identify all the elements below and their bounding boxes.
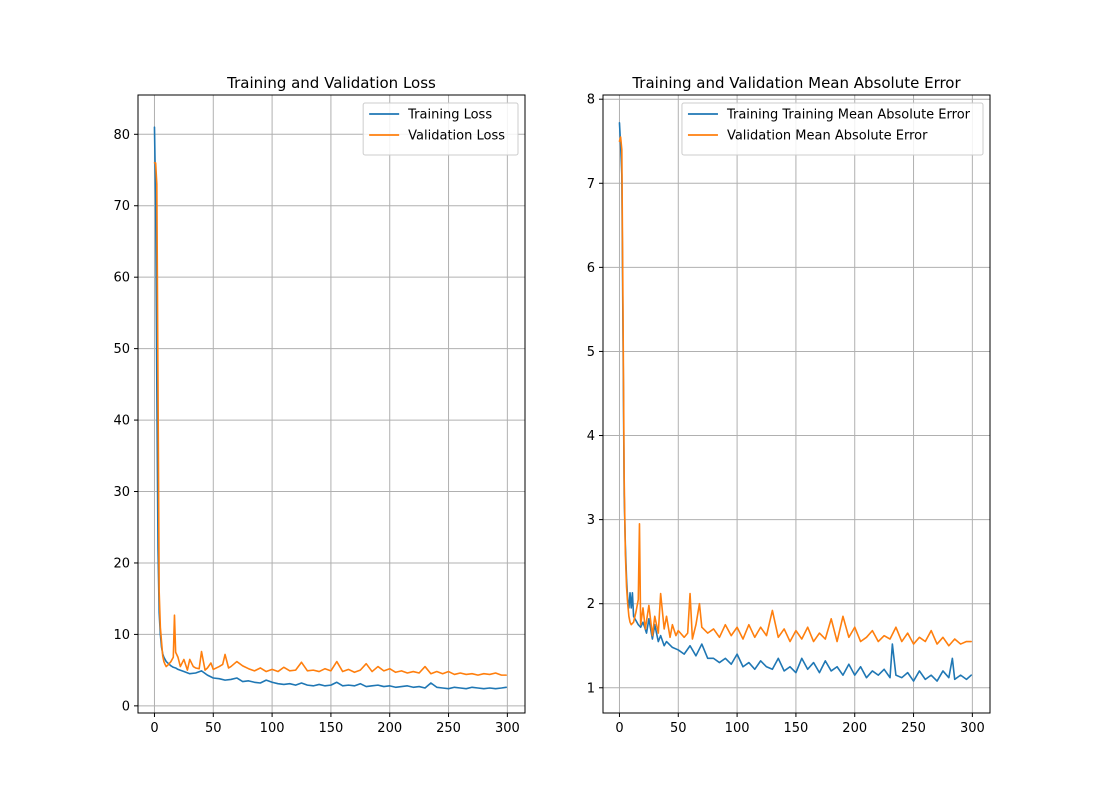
series-group (153, 126, 507, 690)
x-tick-label: 100 (725, 721, 750, 736)
y-tick-label: 60 (113, 271, 130, 286)
y-tick-label: 8 (587, 93, 595, 108)
x-tick-label: 150 (318, 721, 343, 736)
training-series-line (618, 121, 972, 682)
y-tick-label: 4 (587, 429, 595, 444)
legend-box (362, 102, 519, 156)
y-tick-label: 1 (587, 681, 595, 696)
y-tick-label: 2 (587, 597, 595, 612)
x-tick-label: 300 (495, 721, 520, 736)
x-tick-label: 300 (960, 721, 985, 736)
x-tick-label: 200 (842, 721, 867, 736)
y-tick-label: 10 (113, 628, 130, 643)
y-tick-label: 80 (113, 128, 130, 143)
x-tick-label: 100 (260, 721, 285, 736)
y-tick-label: 30 (113, 485, 130, 500)
y-tick-label: 6 (587, 261, 595, 276)
x-tick-label: 0 (615, 721, 623, 736)
y-tick-label: 0 (122, 699, 130, 714)
y-tick-label: 5 (587, 345, 595, 360)
x-axis: 0 50 100 150 200 250 300 (615, 713, 985, 736)
legend-entry-label: Training Loss (407, 108, 492, 123)
legend-entry-label: Validation Loss (408, 129, 505, 144)
y-tick-label: 50 (113, 342, 130, 357)
axes-frame (137, 94, 526, 714)
validation-series-line (618, 136, 972, 647)
series-group (618, 121, 972, 682)
x-tick-label: 200 (377, 721, 402, 736)
grid (138, 95, 525, 713)
x-tick-label: 0 (150, 721, 158, 736)
y-tick-label: 70 (113, 199, 130, 214)
legend-entry-label: Validation Mean Absolute Error (727, 129, 928, 144)
y-axis: 0 10 20 30 40 50 60 70 80 (113, 128, 138, 714)
x-tick-label: 150 (783, 721, 808, 736)
x-tick-label: 50 (205, 721, 222, 736)
validation-series-line (153, 162, 507, 676)
y-tick-label: 20 (113, 556, 130, 571)
x-tick-label: 50 (670, 721, 687, 736)
legend-entry-label: Training Training Mean Absolute Error (726, 108, 971, 123)
training-series-line (153, 126, 507, 690)
y-axis: 1 2 3 4 5 6 7 8 (587, 93, 603, 696)
chart-title: Training and Validation Mean Absolute Er… (631, 74, 961, 92)
y-tick-label: 40 (113, 414, 130, 429)
grid (603, 95, 990, 713)
legend: Training Loss Validation Loss (362, 102, 519, 156)
y-tick-label: 3 (587, 513, 595, 528)
x-tick-label: 250 (901, 721, 926, 736)
subplot-loss: Training and Validation Loss 0 50 100 150 20… (113, 74, 526, 736)
chart-title: Training and Validation Loss (226, 74, 436, 92)
x-axis: 0 50 100 150 200 250 300 (150, 713, 520, 736)
legend-box (681, 102, 984, 156)
legend: Training Training Mean Absolute Error Val… (681, 102, 984, 156)
axes-frame (602, 94, 991, 714)
y-tick-label: 7 (587, 177, 595, 192)
subplot-mae: Training and Validation Mean Absolute Er… (587, 74, 991, 736)
x-tick-label: 250 (436, 721, 461, 736)
